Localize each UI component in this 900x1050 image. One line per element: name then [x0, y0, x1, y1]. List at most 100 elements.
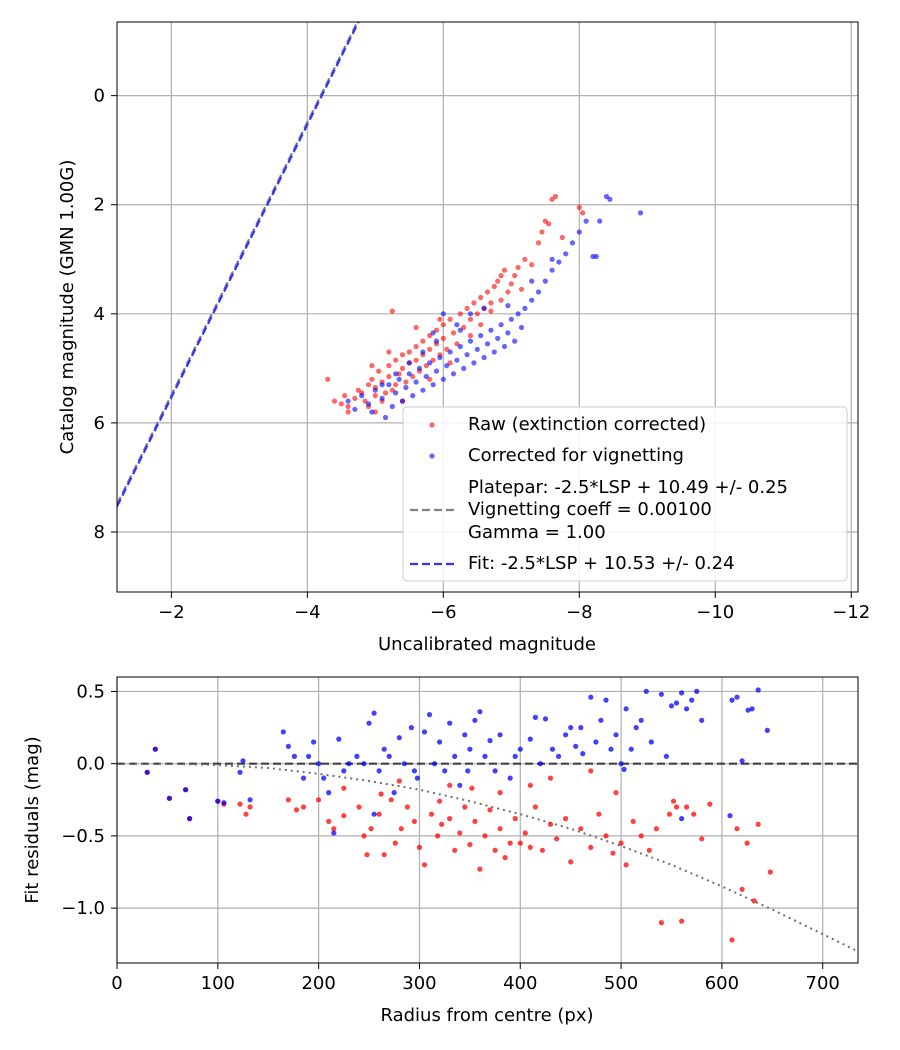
data-point	[369, 409, 375, 415]
data-point	[396, 778, 402, 784]
y-tick-label: 8	[94, 522, 105, 543]
data-point	[495, 278, 501, 284]
data-point	[507, 775, 513, 781]
data-point	[488, 300, 494, 306]
data-point	[331, 830, 337, 836]
data-point	[495, 335, 501, 341]
data-point	[237, 801, 243, 807]
data-point	[440, 376, 446, 382]
data-point	[361, 833, 367, 839]
data-point	[365, 401, 372, 407]
data-point	[379, 382, 385, 388]
data-point	[381, 852, 387, 858]
legend-corrected-label: Corrected for vignetting	[468, 445, 684, 466]
x-tick-label: 300	[402, 973, 436, 994]
data-point	[522, 830, 528, 836]
data-point	[371, 710, 377, 716]
data-point	[411, 818, 417, 825]
data-point	[461, 365, 467, 371]
data-point	[684, 804, 690, 810]
data-point	[440, 322, 446, 328]
data-point	[341, 785, 347, 791]
data-point	[464, 305, 470, 311]
data-point	[583, 218, 589, 224]
data-point	[613, 790, 619, 796]
top-y-ticks: 0 2 4 6 8	[94, 86, 117, 543]
data-point	[673, 700, 680, 706]
data-point	[433, 368, 440, 374]
data-point	[658, 691, 665, 697]
data-point	[291, 753, 297, 760]
data-point	[596, 811, 602, 817]
data-point	[391, 790, 397, 796]
data-point	[478, 294, 484, 301]
data-point	[437, 798, 443, 804]
data-point	[413, 343, 419, 350]
data-point	[472, 818, 478, 825]
data-point	[336, 736, 342, 742]
data-point	[539, 229, 545, 235]
data-point	[588, 694, 594, 700]
data-point	[243, 811, 249, 817]
data-point	[472, 717, 478, 723]
bottom-plot-frame	[116, 676, 859, 964]
data-point	[505, 289, 511, 295]
data-point	[447, 720, 453, 726]
data-point	[354, 753, 360, 760]
data-point	[457, 311, 463, 317]
data-point	[488, 327, 494, 333]
data-point	[621, 766, 627, 773]
x-tick-label: 600	[705, 973, 739, 994]
data-point	[152, 746, 158, 752]
data-point	[393, 357, 399, 363]
data-point	[396, 376, 402, 382]
data-point	[563, 251, 569, 257]
data-point	[352, 395, 358, 401]
data-point	[559, 234, 565, 241]
data-point	[508, 316, 514, 322]
data-point	[331, 826, 337, 832]
data-point	[450, 371, 457, 377]
data-point	[618, 840, 624, 846]
data-point	[764, 727, 770, 734]
data-point	[382, 414, 389, 421]
y-tick-label: 4	[94, 304, 105, 325]
data-point	[325, 376, 331, 382]
data-point	[505, 303, 511, 309]
data-point	[501, 267, 508, 273]
data-point	[576, 229, 582, 235]
data-point	[433, 338, 440, 344]
data-point	[563, 816, 569, 822]
top-plot-frame	[116, 21, 859, 593]
data-point	[487, 738, 493, 744]
legend-fit-label: Fit: -2.5*LSP + 10.53 +/- 0.24	[468, 553, 735, 574]
data-point	[755, 821, 761, 827]
data-point	[379, 395, 385, 401]
data-point	[694, 688, 700, 695]
data-point	[515, 311, 521, 317]
data-point	[406, 349, 412, 355]
data-point	[487, 807, 493, 813]
data-point	[471, 360, 477, 366]
legend-vignetting-label: Vignetting coeff = 0.00100	[468, 499, 712, 520]
data-point	[430, 330, 436, 336]
data-point	[221, 800, 227, 806]
bottom-y-axis-label: Fit residuals (mag)	[22, 736, 43, 903]
data-point	[532, 714, 539, 721]
data-point	[610, 850, 616, 856]
data-point	[414, 775, 420, 781]
data-point	[679, 816, 685, 822]
data-point	[411, 768, 417, 774]
data-point	[376, 768, 382, 774]
x-tick-label: 700	[806, 973, 840, 994]
legend-box	[402, 406, 848, 582]
legend-platepar-label: Platepar: -2.5*LSP + 10.49 +/- 0.25	[468, 477, 788, 498]
data-point	[359, 393, 365, 399]
bottom-x-ticks: 0 100 200 300 400 500 600 700	[111, 963, 840, 994]
data-point	[749, 706, 755, 712]
data-point	[691, 811, 697, 817]
data-point	[369, 376, 375, 382]
data-point	[247, 804, 253, 810]
x-tick-label: 400	[503, 973, 537, 994]
